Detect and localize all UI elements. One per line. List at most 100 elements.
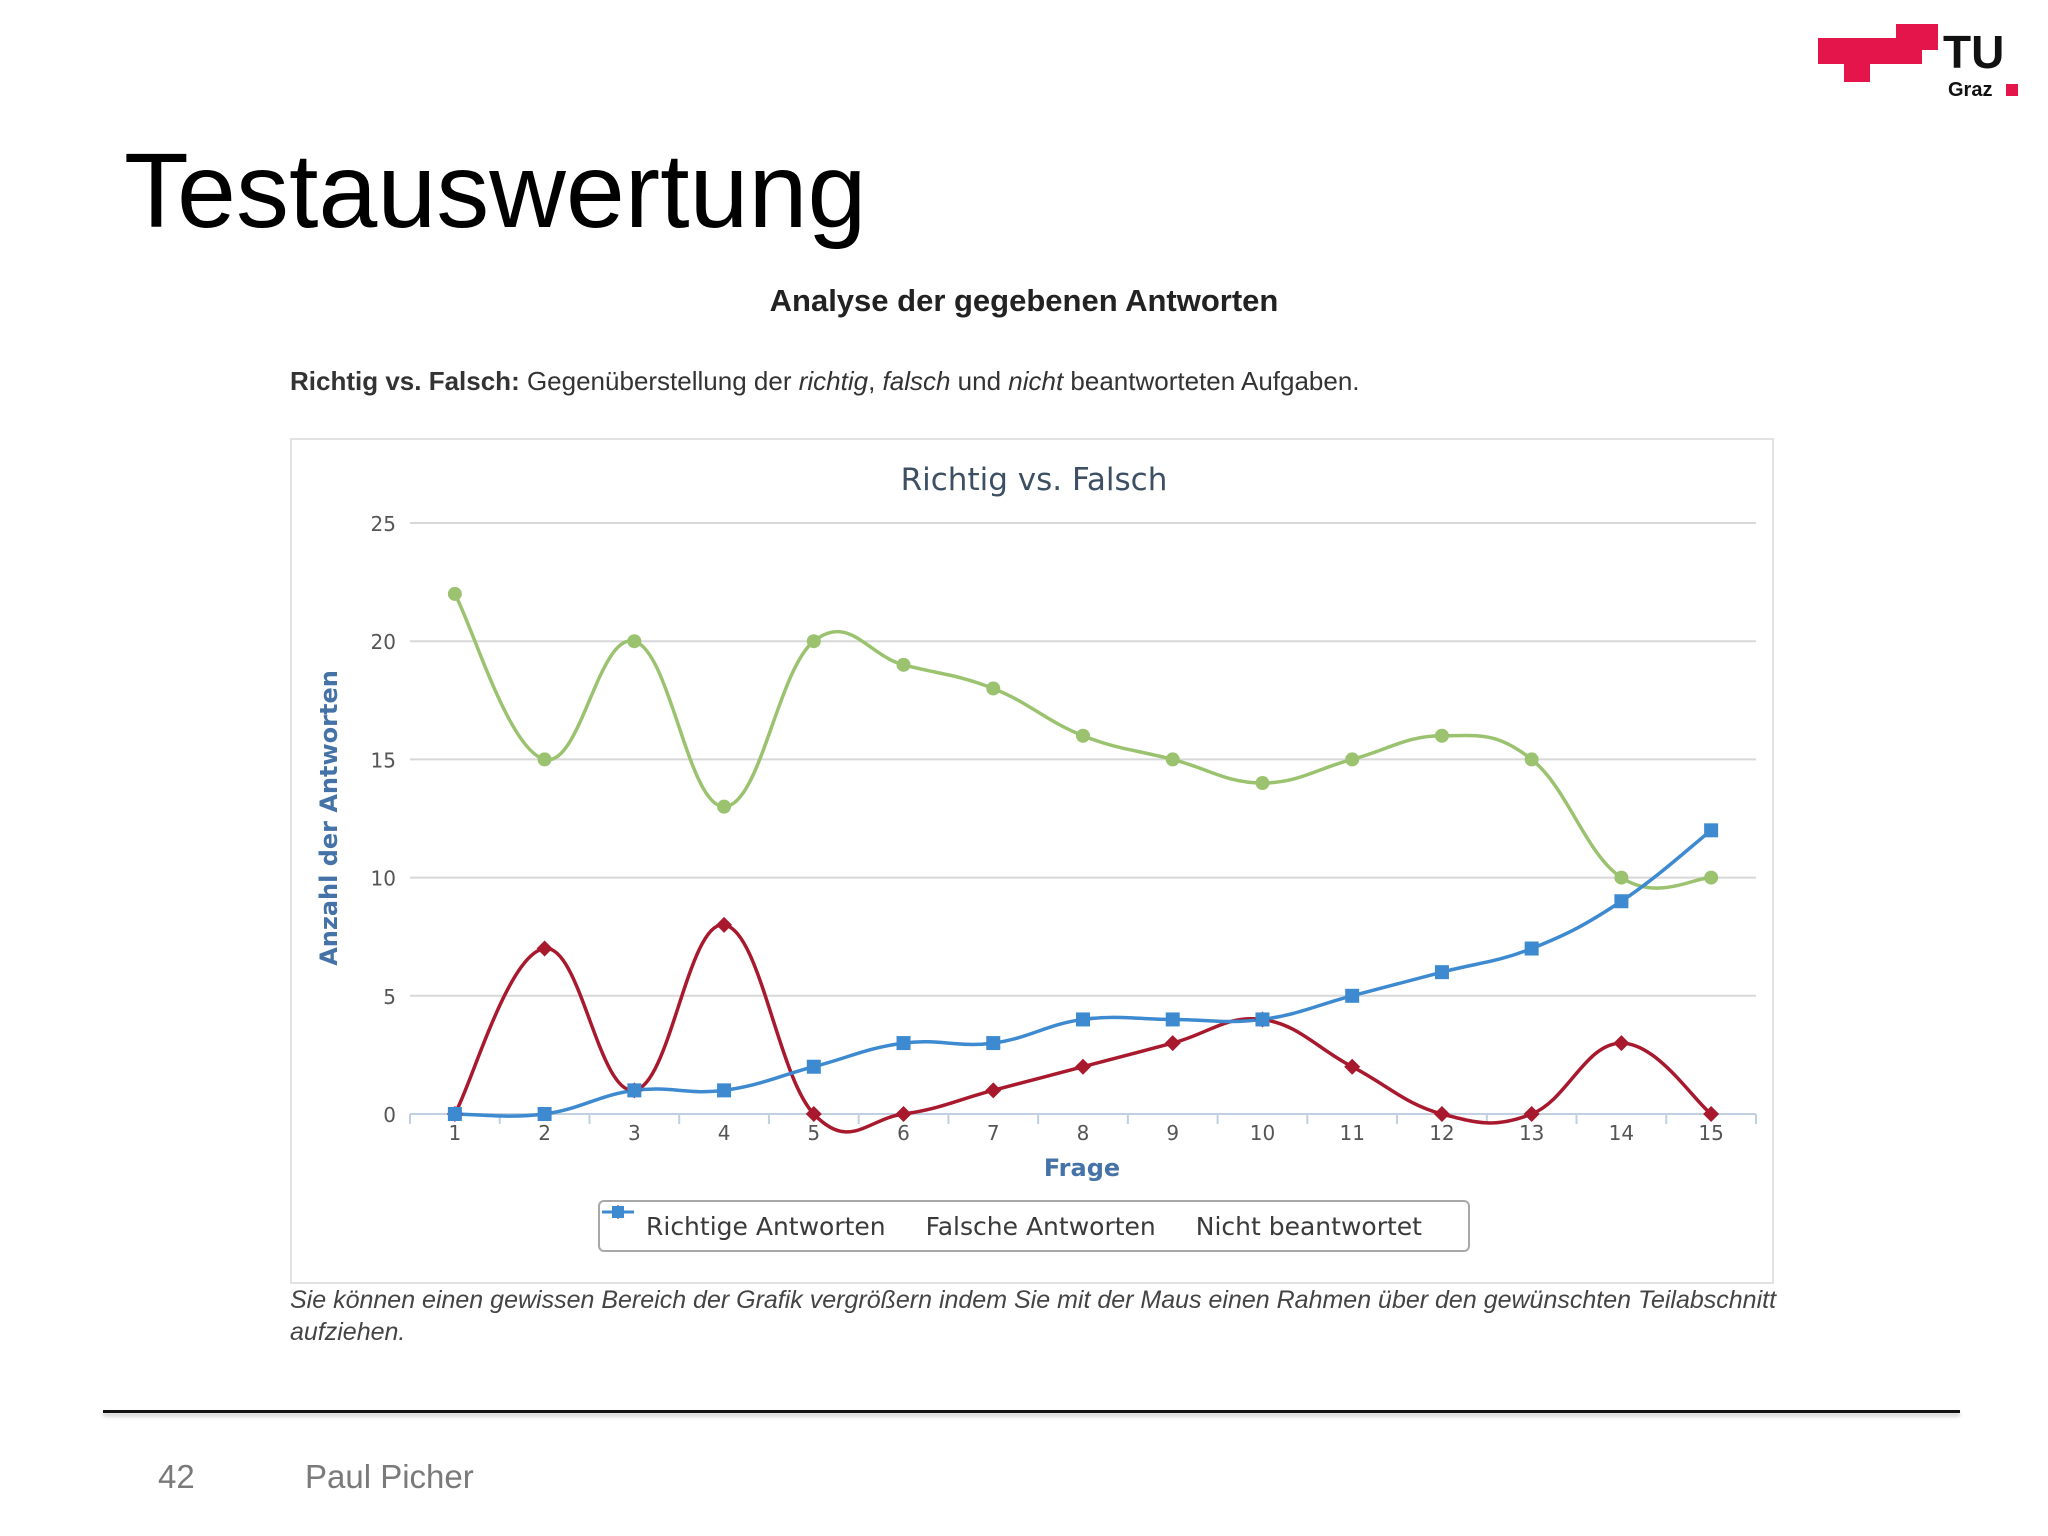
data-point — [1613, 1035, 1630, 1052]
y-tick-label: 25 — [371, 512, 396, 536]
intro-text-1: Gegenüberstellung der — [519, 366, 799, 396]
logo-square — [1896, 24, 1922, 64]
slide-title: Testauswertung — [124, 132, 867, 250]
legend-label: Falsche Antworten — [925, 1211, 1156, 1241]
data-point — [1704, 870, 1719, 885]
data-point — [1524, 941, 1539, 956]
logo-squares — [1818, 24, 1938, 82]
data-point — [986, 681, 1001, 696]
tu-graz-logo: TU Graz — [1818, 24, 2018, 101]
data-point — [1345, 988, 1360, 1003]
data-point — [985, 1082, 1002, 1099]
data-point — [717, 1083, 732, 1098]
grid-lines — [410, 522, 1756, 997]
data-point — [895, 1106, 912, 1122]
x-tick-label: 14 — [1609, 1121, 1634, 1145]
x-axis-ticks: 1 2 3 4 5 6 7 8 9 10 11 12 13 14 15 — [448, 1121, 1723, 1145]
x-tick-label: 9 — [1166, 1121, 1179, 1145]
chart-legend: Richtige Antworten Falsche Antworten Nic… — [598, 1200, 1470, 1252]
data-point — [1704, 823, 1719, 838]
data-point — [1345, 752, 1360, 767]
data-point — [805, 1106, 822, 1122]
y-axis-ticks: 0 5 10 15 20 25 — [371, 512, 396, 1127]
data-point — [1434, 965, 1449, 980]
data-point — [986, 1036, 1001, 1051]
data-point — [1255, 776, 1270, 791]
data-point — [1434, 728, 1449, 743]
legend-marker — [612, 1206, 624, 1218]
series-lines — [453, 593, 1713, 1134]
x-tick-label: 1 — [448, 1121, 461, 1145]
legend-item-richtige[interactable]: Richtige Antworten — [602, 1206, 886, 1241]
data-point — [1255, 1012, 1270, 1027]
data-point — [627, 1083, 642, 1098]
data-point — [1344, 1058, 1361, 1075]
data-point — [716, 916, 733, 933]
legend-label: Richtige Antworten — [646, 1211, 886, 1241]
y-tick-label: 0 — [383, 1103, 396, 1127]
data-point — [537, 752, 552, 767]
data-point — [1165, 1012, 1180, 1027]
data-point — [447, 586, 462, 601]
chart-caption: Sie können einen gewissen Bereich der Gr… — [290, 1286, 1777, 1346]
data-point — [1075, 1058, 1091, 1075]
y-tick-label: 20 — [371, 630, 396, 654]
y-tick-label: 10 — [371, 867, 396, 891]
intro-em-2: falsch — [882, 366, 951, 396]
legend-item-nicht[interactable]: Nicht beantwortet — [602, 1206, 1422, 1241]
data-point — [536, 940, 553, 957]
intro-text-2: , — [868, 366, 883, 396]
x-tick-label: 3 — [628, 1121, 641, 1145]
data-point — [1165, 752, 1180, 767]
x-tick-label: 11 — [1339, 1121, 1364, 1145]
data-point — [537, 1107, 552, 1121]
intro-label: Richtig vs. Falsch: — [290, 366, 520, 396]
data-point — [627, 634, 642, 649]
intro-text-3: und — [950, 366, 1009, 396]
logo-text-tu: TU — [1943, 26, 2004, 78]
x-tick-label: 8 — [1077, 1121, 1090, 1145]
author-name: Paul Picher — [305, 1458, 474, 1495]
page-number: 42 — [158, 1458, 195, 1495]
chart-title: Richtig vs. Falsch — [901, 462, 1168, 498]
logo-square — [1870, 38, 1896, 64]
logo-square — [1844, 38, 1870, 82]
legend-label: Nicht beantwortet — [1195, 1211, 1422, 1241]
data-point — [1614, 870, 1629, 885]
data-point — [1164, 1035, 1181, 1052]
logo-text-graz: Graz — [1948, 79, 1992, 101]
data-point — [1524, 752, 1539, 767]
logo-square — [1818, 38, 1844, 64]
data-point — [806, 1059, 821, 1074]
data-point — [1433, 1106, 1450, 1122]
data-point — [1703, 1106, 1720, 1122]
x-axis-label: Frage — [1044, 1154, 1120, 1182]
series-markers — [446, 586, 1720, 1122]
x-tick-label: 2 — [538, 1121, 551, 1145]
x-tick-label: 4 — [718, 1121, 731, 1145]
x-tick-label: 15 — [1698, 1121, 1723, 1145]
x-tick-label: 12 — [1429, 1121, 1454, 1145]
data-point — [1076, 1012, 1090, 1027]
y-tick-label: 5 — [383, 985, 396, 1009]
footer-divider — [103, 1410, 1960, 1413]
data-point — [1076, 728, 1090, 743]
x-tick-label: 13 — [1519, 1121, 1544, 1145]
data-point — [806, 634, 821, 649]
legend-item-falsche[interactable]: Falsche Antworten — [602, 1205, 1156, 1241]
series-line — [453, 923, 1713, 1134]
logo-square — [1922, 24, 1938, 50]
x-tick-label: 6 — [897, 1121, 910, 1145]
data-point — [447, 1107, 462, 1121]
intro-text-4: beantworteten Aufgaben. — [1063, 366, 1360, 396]
data-point — [896, 657, 911, 672]
chart-container[interactable]: 0 5 10 15 20 25 1 2 3 4 5 6 7 8 9 10 11 12 13 14 15 Richtig… — [290, 438, 1774, 1284]
logo-dot — [2006, 84, 2018, 96]
data-point — [896, 1036, 911, 1051]
x-tick-label: 10 — [1250, 1121, 1275, 1145]
data-point — [1614, 894, 1629, 909]
data-point — [1523, 1106, 1540, 1122]
legend-symbol-square — [602, 1206, 634, 1218]
intro-em-3: nicht — [1008, 366, 1064, 396]
